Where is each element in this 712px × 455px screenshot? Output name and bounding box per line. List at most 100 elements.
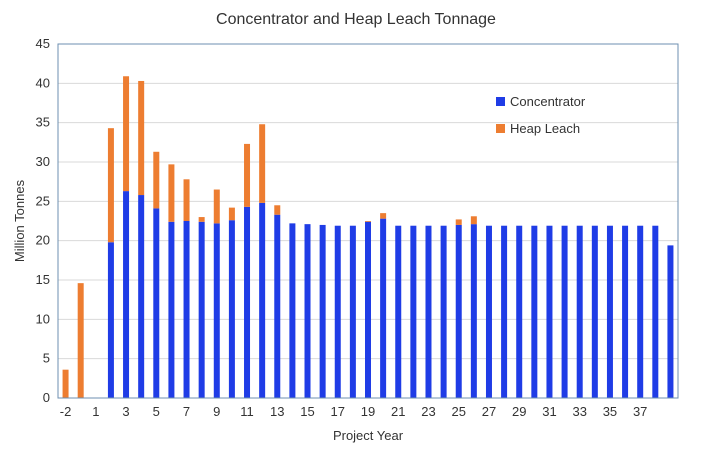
bar-heap-leach [228,207,235,221]
bar-concentrator [591,225,598,398]
x-tick-label: 21 [391,404,405,419]
bar-heap-leach [365,221,371,222]
bar-concentrator [153,208,160,398]
bar-heap-leach [138,80,145,196]
legend-swatch-heap-leach [496,124,505,133]
x-axis-title: Project Year [333,428,404,443]
bar-concentrator [470,224,477,398]
x-tick-label: 19 [361,404,375,419]
x-tick-label: 11 [240,404,254,419]
x-tick-label: 13 [270,404,284,419]
bar-concentrator [365,221,371,398]
x-tick-label: 9 [213,404,220,419]
legend-label-heap-leach: Heap Leach [510,121,580,136]
x-tick-label: 25 [451,404,465,419]
bar-concentrator [516,225,523,398]
bar-concentrator [213,223,220,398]
y-tick-label: 30 [36,154,50,169]
bar-concentrator [289,223,296,398]
y-tick-label: 0 [43,390,50,405]
y-tick-label: 40 [36,75,50,90]
bar-concentrator [485,225,492,398]
bar-concentrator [274,214,281,398]
x-tick-labels: -2 1 3 5 7 9 11 13 15 17 19 21 23 25 27 29 31 33 35 37 [60,404,648,419]
bar-concentrator [138,195,145,398]
bar-concentrator [561,225,568,398]
y-tick-label: 25 [36,193,50,208]
bar-concentrator [440,225,447,398]
bar-heap-leach [62,369,69,398]
x-tick-label: 33 [572,404,586,419]
bar-heap-leach [274,205,281,215]
x-tick-label: -2 [60,404,72,419]
bar-concentrator [168,221,175,398]
bar-concentrator [228,220,235,398]
bar-heap-leach [77,283,84,398]
bar-series [62,76,674,398]
y-tick-label: 15 [36,272,50,287]
x-tick-label: 3 [122,404,129,419]
bar-concentrator [319,224,326,398]
legend: Concentrator Heap Leach [496,94,586,136]
bar-concentrator [425,225,432,398]
bar-concentrator [652,225,659,398]
bar-heap-leach [470,216,477,225]
bar-concentrator [395,225,402,398]
y-tick-label: 10 [36,311,50,326]
bar-concentrator [107,242,114,398]
plot-border [57,43,679,399]
bar-heap-leach [107,128,114,243]
bar-concentrator [334,225,341,398]
x-tick-label: 1 [92,404,99,419]
x-tick-label: 29 [512,404,526,419]
bar-concentrator [531,225,538,398]
x-tick-label: 15 [300,404,314,419]
bar-concentrator [410,225,417,398]
bar-heap-leach [153,151,160,209]
y-axis-title: Million Tonnes [12,179,27,262]
bar-heap-leach [380,213,387,219]
bar-concentrator [304,224,311,398]
bar-concentrator [546,225,553,398]
bar-heap-leach [213,189,220,224]
y-tick-label: 45 [36,36,50,51]
x-tick-label: 17 [331,404,345,419]
bar-concentrator [380,218,387,398]
bar-concentrator [667,245,674,398]
x-tick-label: 37 [633,404,647,419]
bar-heap-leach [168,164,175,222]
y-tick-labels: 0 5 10 15 20 25 30 35 40 45 [36,36,50,405]
bar-heap-leach [259,124,266,203]
x-tick-label: 7 [183,404,190,419]
bar-concentrator [622,225,629,398]
x-tick-label: 23 [421,404,435,419]
bar-heap-leach [123,76,130,192]
bar-concentrator [576,225,583,398]
legend-swatch-concentrator [496,97,505,106]
x-tick-label: 35 [603,404,617,419]
bar-concentrator [455,224,462,398]
bar-concentrator [637,225,644,398]
bar-concentrator [259,202,266,398]
bar-heap-leach [455,219,462,225]
bar-concentrator [606,225,613,398]
bar-heap-leach [198,217,205,222]
bar-concentrator [244,206,251,398]
x-tick-label: 31 [542,404,556,419]
bar-concentrator [501,225,508,398]
bar-concentrator [349,225,356,398]
bar-concentrator [123,191,130,398]
chart-title: Concentrator and Heap Leach Tonnage [216,11,496,28]
bar-heap-leach [244,143,251,207]
y-tick-label: 35 [36,115,50,130]
x-tick-label: 27 [482,404,496,419]
y-tick-label: 5 [43,351,50,366]
y-tick-label: 20 [36,233,50,248]
legend-label-concentrator: Concentrator [510,94,586,109]
x-tick-label: 5 [153,404,160,419]
bar-heap-leach [183,179,190,221]
bar-concentrator [198,221,205,398]
bar-concentrator [183,221,190,398]
